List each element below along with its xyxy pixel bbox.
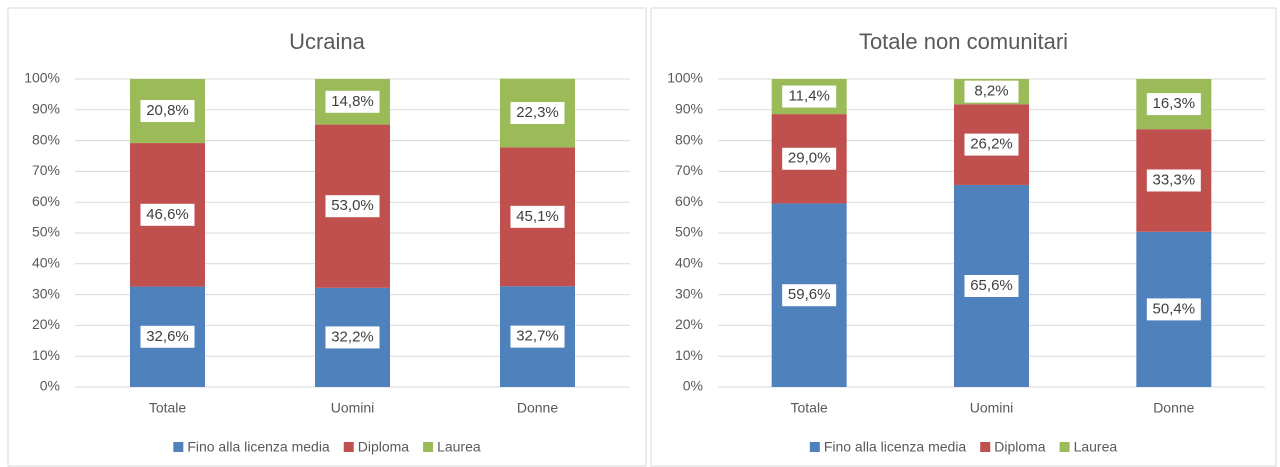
value-label-box xyxy=(140,203,195,226)
value-label-box xyxy=(1146,93,1201,116)
value-label: 14,8% xyxy=(331,93,374,110)
y-tick-label: 90% xyxy=(32,101,60,117)
value-label: 29,0% xyxy=(788,150,831,167)
value-label: 32,2% xyxy=(331,328,374,345)
y-tick-label: 20% xyxy=(32,316,60,332)
y-tick-label: 0% xyxy=(683,378,703,394)
value-label: 65,6% xyxy=(970,277,1013,294)
value-label: 33,3% xyxy=(1153,171,1196,188)
value-label-box xyxy=(964,274,1019,297)
y-tick-label: 90% xyxy=(675,101,703,117)
value-label: 53,0% xyxy=(331,197,374,214)
x-tick-label: Donne xyxy=(517,400,558,416)
value-label-box xyxy=(1146,169,1201,192)
value-label-box xyxy=(140,325,195,348)
y-tick-label: 70% xyxy=(675,162,703,178)
panel-border xyxy=(650,7,1277,467)
legend-label: Fino alla licenza media xyxy=(824,439,967,455)
value-label: 26,2% xyxy=(970,136,1013,153)
legend-label: Diploma xyxy=(994,439,1046,455)
y-tick-label: 50% xyxy=(675,224,703,240)
chart-title: Totale non comunitari xyxy=(859,29,1068,54)
value-label: 16,3% xyxy=(1153,95,1196,112)
x-tick-label: Donne xyxy=(1153,400,1194,416)
x-tick-label: Uomini xyxy=(331,400,375,416)
value-label-box xyxy=(782,147,837,170)
legend-swatch xyxy=(1059,442,1070,452)
legend-swatch xyxy=(809,442,820,452)
value-label-box xyxy=(510,205,565,228)
y-tick-label: 10% xyxy=(32,347,60,363)
legend-label: Fino alla licenza media xyxy=(187,439,330,455)
legend-label: Laurea xyxy=(1074,439,1118,455)
value-label: 32,6% xyxy=(146,328,189,345)
legend-label: Diploma xyxy=(358,439,410,455)
value-label-box xyxy=(1146,298,1201,321)
legend-swatch xyxy=(980,442,991,452)
y-tick-label: 60% xyxy=(675,193,703,209)
y-tick-label: 70% xyxy=(32,162,60,178)
value-label: 20,8% xyxy=(146,102,189,119)
value-label: 11,4% xyxy=(788,88,829,105)
value-label: 45,1% xyxy=(516,208,559,225)
legend-swatch xyxy=(343,442,354,452)
y-tick-label: 10% xyxy=(675,347,703,363)
x-tick-label: Uomini xyxy=(970,400,1014,416)
panel-border xyxy=(7,7,647,467)
chart-title: Ucraina xyxy=(289,29,366,54)
y-tick-label: 50% xyxy=(32,224,60,240)
y-tick-label: 20% xyxy=(675,316,703,332)
value-label-box xyxy=(140,100,195,123)
value-label: 32,7% xyxy=(516,328,559,345)
value-label-box xyxy=(782,284,837,307)
y-tick-label: 40% xyxy=(675,255,703,271)
y-tick-label: 80% xyxy=(675,131,703,147)
value-label: 8,2% xyxy=(974,83,1008,100)
y-tick-label: 80% xyxy=(32,131,60,147)
value-label-box xyxy=(325,90,380,113)
value-label-box xyxy=(964,80,1019,103)
value-label-box xyxy=(510,325,565,348)
value-label: 50,4% xyxy=(1153,300,1196,317)
value-label: 22,3% xyxy=(516,104,559,121)
legend-label: Laurea xyxy=(437,439,481,455)
value-label-box xyxy=(782,85,837,108)
y-tick-label: 30% xyxy=(675,285,703,301)
value-label-box xyxy=(510,102,565,125)
legend-swatch xyxy=(423,442,434,452)
y-tick-label: 0% xyxy=(40,378,60,394)
y-tick-label: 30% xyxy=(32,285,60,301)
value-label-box xyxy=(325,195,380,218)
y-tick-label: 100% xyxy=(667,70,703,86)
y-tick-label: 100% xyxy=(24,70,60,86)
value-label-box xyxy=(325,326,380,349)
y-tick-label: 40% xyxy=(32,255,60,271)
value-label: 59,6% xyxy=(788,286,831,303)
value-label: 46,6% xyxy=(146,206,189,223)
legend-swatch xyxy=(173,442,184,452)
x-tick-label: Totale xyxy=(149,400,187,416)
value-label-box xyxy=(964,133,1019,156)
y-tick-label: 60% xyxy=(32,193,60,209)
x-tick-label: Totale xyxy=(790,400,828,416)
